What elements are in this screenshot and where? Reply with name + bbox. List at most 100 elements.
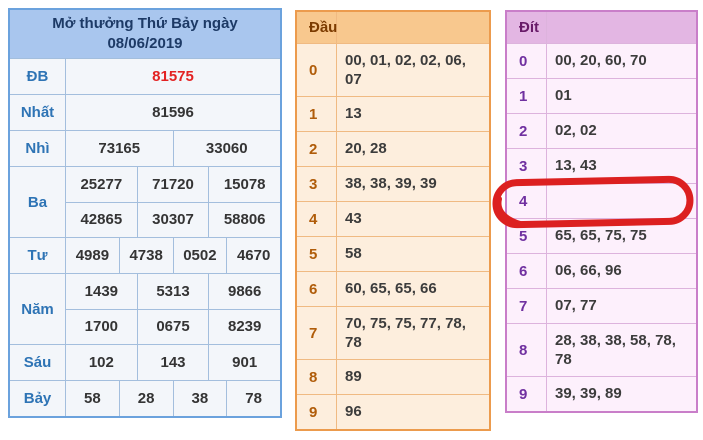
prize-number: 4670 [226,238,280,273]
prize-number: 15078 [208,167,280,202]
digit-cell: 9 [297,395,337,429]
digit-cell: 6 [507,254,547,288]
digit-cell: 6 [297,272,337,306]
dau-header-label: Đầu [297,12,337,43]
numbers-cell: 38, 38, 39, 39 [345,175,437,193]
digit-cell: 4 [297,202,337,236]
result-row-sau: Sáu 102 143 901 [10,344,280,380]
prize-number: 38 [172,381,227,416]
prize-number: 0502 [172,238,227,273]
digit-cell: 5 [507,219,547,253]
prize-number: 8239 [208,309,280,344]
prize-number: 28 [118,381,173,416]
digit-cell: 8 [297,360,337,394]
digit-cell: 0 [507,44,547,78]
numbers-cell: 13, 43 [555,157,597,175]
numbers-cell: 39, 39, 89 [555,385,622,403]
prize-number: 5313 [136,274,209,309]
dit-row: 1 01 [507,78,696,113]
prize-label: Nhất [10,95,66,130]
dit-row: 6 06, 66, 96 [507,253,696,288]
result-table-title: Mở thưởng Thứ Bảy ngày 08/06/2019 [10,10,280,58]
digit-cell: 1 [297,97,337,131]
prize-number: 78 [226,381,280,416]
dau-row: 4 43 [297,201,489,236]
result-table: Mở thưởng Thứ Bảy ngày 08/06/2019 ĐB 815… [8,8,282,418]
prize-number: 25277 [80,175,123,193]
numbers-cell: 28, 38, 38, 58, 78, 78 [555,331,676,369]
prize-label: Sáu [10,345,66,380]
numbers-cell: 01 [555,87,572,105]
prize-number: 30307 [136,202,209,237]
numbers-cell: 13 [345,105,362,123]
numbers-cell: 60, 65, 65, 66 [345,280,437,298]
prize-number: 73165 [98,140,141,157]
prize-number: 9866 [208,274,280,309]
numbers-cell: 58 [345,245,362,263]
prize-number: 42865 [80,211,123,229]
numbers-cell: 06, 66, 96 [555,262,622,280]
dau-row: 9 96 [297,394,489,429]
digit-cell: 9 [507,377,547,411]
dau-row: 1 13 [297,96,489,131]
dau-table-header: Đầu [297,12,489,43]
numbers-cell-empty [547,184,696,218]
digit-cell: 4 [507,184,547,218]
digit-cell: 7 [297,307,337,359]
digit-cell: 7 [507,289,547,323]
prize-number: 58806 [208,202,280,237]
dau-row: 0 00, 01, 02, 02, 06, 07 [297,43,489,96]
result-row-nhi: Nhì 73165 33060 [10,130,280,166]
prize-number: 33060 [172,131,281,166]
dau-row: 2 20, 28 [297,131,489,166]
numbers-cell: 43 [345,210,362,228]
prize-label: Tư [10,238,66,273]
prize-number: 58 [84,390,101,407]
dit-table-header: Đít [507,12,696,43]
prize-number: 1439 [84,282,119,300]
dit-row: 2 02, 02 [507,113,696,148]
prize-number: 71720 [136,167,209,202]
digit-cell: 2 [297,132,337,166]
dit-row: 7 07, 77 [507,288,696,323]
digit-cell: 3 [297,167,337,201]
prize-number: 4989 [75,247,110,264]
prize-number: 0675 [136,309,209,344]
prize-label: ĐB [10,59,66,94]
result-row-bay: Bảy 58 28 38 78 [10,380,280,416]
result-row-nam: Năm 1439 5313 9866 1700 0675 8239 [10,273,280,344]
prize-number: 1700 [84,318,119,336]
dau-row: 3 38, 38, 39, 39 [297,166,489,201]
prize-number: 102 [88,354,114,371]
digit-cell: 2 [507,114,547,148]
dau-table: Đầu 0 00, 01, 02, 02, 06, 07 1 13 2 20, … [295,10,491,431]
result-row-tu: Tư 4989 4738 0502 4670 [10,237,280,273]
dit-row: 3 13, 43 [507,148,696,183]
prize-label: Năm [10,274,66,344]
digit-cell: 8 [507,324,547,376]
dau-row: 7 70, 75, 75, 77, 78, 78 [297,306,489,359]
numbers-cell: 00, 01, 02, 02, 06, 07 [345,51,466,89]
prize-number: 143 [136,345,209,380]
result-row-nhat: Nhất 81596 [10,94,280,130]
result-row-ba: Ba 25277 71720 15078 42865 30307 58806 [10,166,280,237]
numbers-cell: 20, 28 [345,140,387,158]
prize-label: Bảy [10,381,66,416]
special-prize-number: 81575 [152,68,194,85]
dit-row-circled: 4 [507,183,696,218]
result-row-db: ĐB 81575 [10,58,280,94]
dau-header-spacer [337,12,489,43]
prize-number: 4738 [118,238,173,273]
prize-number: 901 [208,345,280,380]
numbers-cell: 02, 02 [555,122,597,140]
dit-header-spacer [547,12,696,43]
digit-cell: 0 [297,44,337,96]
prize-label: Nhì [10,131,66,166]
dau-row: 5 58 [297,236,489,271]
numbers-cell: 65, 65, 75, 75 [555,227,647,245]
dau-row: 6 60, 65, 65, 66 [297,271,489,306]
numbers-cell: 70, 75, 75, 77, 78, 78 [345,314,466,352]
dit-row: 5 65, 65, 75, 75 [507,218,696,253]
digit-cell: 5 [297,237,337,271]
